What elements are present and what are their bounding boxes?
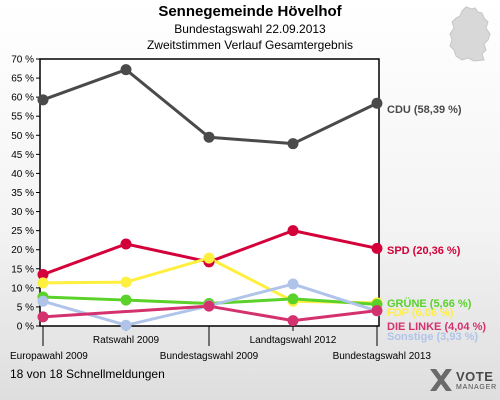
series-line bbox=[42, 304, 378, 323]
vote-manager-logo-icon bbox=[430, 369, 452, 391]
logo-word-vote: VOTE bbox=[456, 369, 494, 384]
x-tick-label: Bundestagswahl 2009 bbox=[160, 351, 259, 362]
data-point bbox=[371, 242, 383, 254]
series-label: SPD (20,36 %) bbox=[387, 245, 461, 257]
data-point bbox=[287, 225, 299, 237]
y-tick-label: 30 % bbox=[11, 207, 34, 218]
data-point bbox=[371, 97, 383, 109]
series-label: FDP (6,06 %) bbox=[387, 307, 454, 319]
data-point bbox=[371, 305, 383, 317]
y-tick-label: 10 % bbox=[11, 283, 34, 294]
y-tick-label: 40 % bbox=[11, 169, 34, 180]
chart-description: Zweitstimmen Verlauf Gesamtergebnis bbox=[146, 38, 354, 52]
chart-title: Sennegemeinde Hövelhof bbox=[158, 3, 342, 20]
data-point bbox=[203, 300, 215, 312]
data-point bbox=[287, 293, 299, 305]
series-points bbox=[37, 64, 383, 331]
y-tick-label: 35 % bbox=[11, 188, 34, 199]
y-axis: 0 % 5 % 10 % 15 % 20 % 25 % 30 % 35 % 40 % 45 % 50… bbox=[11, 55, 40, 333]
series-label: CDU (58,39 %) bbox=[387, 104, 462, 116]
y-tick-label: 55 % bbox=[11, 112, 34, 123]
data-point bbox=[287, 278, 299, 290]
data-point bbox=[120, 319, 132, 331]
plot-area bbox=[39, 58, 380, 327]
y-tick-label: 15 % bbox=[11, 264, 34, 275]
series-label: GRÜNE (5,66 %) bbox=[387, 297, 472, 310]
data-point bbox=[120, 294, 132, 306]
y-tick-label: 0 % bbox=[17, 322, 34, 333]
footer-status: 18 von 18 Schnellmeldungen bbox=[10, 367, 165, 381]
data-point bbox=[203, 252, 215, 264]
data-point bbox=[37, 94, 49, 106]
germany-map-icon bbox=[449, 6, 491, 62]
data-point bbox=[37, 311, 49, 323]
data-point bbox=[37, 269, 49, 281]
y-tick-label: 60 % bbox=[11, 93, 34, 104]
x-tick-label: Ratswahl 2009 bbox=[93, 335, 160, 346]
y-tick-label: 20 % bbox=[11, 245, 34, 256]
data-point bbox=[203, 131, 215, 143]
y-tick-label: 45 % bbox=[11, 150, 34, 161]
data-point bbox=[120, 64, 132, 76]
data-point bbox=[287, 315, 299, 327]
x-tick-label: Europawahl 2009 bbox=[10, 351, 88, 362]
y-tick-label: 5 % bbox=[17, 302, 34, 313]
y-tick-label: 50 % bbox=[11, 131, 34, 142]
series-label: DIE LINKE (4,04 %) bbox=[387, 321, 486, 333]
y-tick-label: 70 % bbox=[11, 55, 34, 66]
data-point bbox=[287, 138, 299, 150]
y-tick-label: 25 % bbox=[11, 226, 34, 237]
data-point bbox=[120, 238, 132, 250]
logo-word-manager: MANAGER bbox=[456, 384, 497, 391]
x-tick-label: Bundestagswahl 2013 bbox=[333, 351, 432, 362]
data-point bbox=[37, 277, 49, 289]
data-point bbox=[37, 295, 49, 307]
y-tick-label: 65 % bbox=[11, 74, 34, 85]
series-labels: CDU (58,39 %) SPD (20,36 %) FDP (6,06 %)GR… bbox=[387, 104, 486, 343]
series-label: Sonstige (3,93 %) bbox=[387, 331, 478, 343]
chart-subtitle: Bundestagswahl 22.09.2013 bbox=[174, 22, 326, 36]
data-point bbox=[120, 276, 132, 288]
x-tick-label: Landtagswahl 2012 bbox=[250, 335, 337, 346]
